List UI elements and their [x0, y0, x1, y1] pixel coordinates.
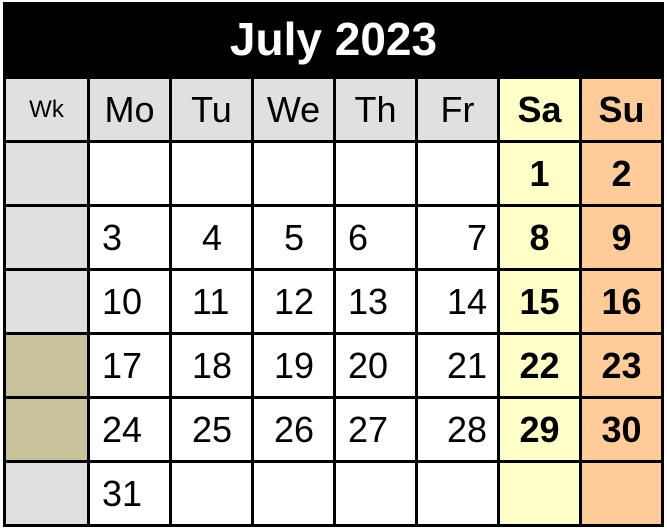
sunday-cell[interactable]: 23 [582, 335, 664, 399]
header-monday: Mo [90, 79, 172, 143]
day-cell[interactable]: 14 [418, 271, 500, 335]
day-cell[interactable] [90, 143, 172, 207]
day-cell[interactable] [254, 463, 336, 527]
day-cell[interactable]: 19 [254, 335, 336, 399]
day-cell[interactable]: 21 [418, 335, 500, 399]
saturday-cell[interactable]: 8 [500, 207, 582, 271]
week-number-cell [6, 271, 90, 335]
header-sunday: Su [582, 79, 664, 143]
sunday-cell[interactable]: 9 [582, 207, 664, 271]
sunday-cell[interactable]: 2 [582, 143, 664, 207]
day-cell[interactable] [254, 143, 336, 207]
day-cell[interactable]: 17 [90, 335, 172, 399]
day-cell[interactable]: 28 [418, 399, 500, 463]
day-cell[interactable]: 24 [90, 399, 172, 463]
saturday-cell[interactable]: 29 [500, 399, 582, 463]
header-week: Wk [6, 79, 90, 143]
day-cell[interactable]: 18 [172, 335, 254, 399]
day-cell[interactable]: 20 [336, 335, 418, 399]
sunday-cell[interactable]: 30 [582, 399, 664, 463]
week-number-cell [6, 463, 90, 527]
day-cell[interactable] [172, 143, 254, 207]
sunday-cell[interactable]: 16 [582, 271, 664, 335]
saturday-cell[interactable]: 22 [500, 335, 582, 399]
week-number-cell [6, 207, 90, 271]
day-cell[interactable]: 11 [172, 271, 254, 335]
day-cell[interactable]: 7 [418, 207, 500, 271]
day-cell[interactable]: 27 [336, 399, 418, 463]
day-cell[interactable] [336, 143, 418, 207]
day-cell[interactable]: 12 [254, 271, 336, 335]
sunday-cell[interactable] [582, 463, 664, 527]
saturday-cell[interactable]: 1 [500, 143, 582, 207]
calendar-grid: Wk Mo Tu We Th Fr Sa Su 1 2 3 4 5 6 7 8 … [3, 76, 664, 527]
day-cell[interactable]: 13 [336, 271, 418, 335]
day-cell[interactable] [418, 143, 500, 207]
header-saturday: Sa [500, 79, 582, 143]
day-cell[interactable]: 4 [172, 207, 254, 271]
day-cell[interactable] [418, 463, 500, 527]
header-thursday: Th [336, 79, 418, 143]
header-tuesday: Tu [172, 79, 254, 143]
week-number-cell [6, 399, 90, 463]
header-friday: Fr [418, 79, 500, 143]
day-cell[interactable] [336, 463, 418, 527]
week-number-cell [6, 335, 90, 399]
day-cell[interactable]: 3 [90, 207, 172, 271]
day-cell[interactable]: 26 [254, 399, 336, 463]
saturday-cell[interactable]: 15 [500, 271, 582, 335]
header-wednesday: We [254, 79, 336, 143]
day-cell[interactable]: 5 [254, 207, 336, 271]
day-cell[interactable]: 31 [90, 463, 172, 527]
day-cell[interactable]: 6 [336, 207, 418, 271]
calendar-title: July 2023 [3, 2, 664, 76]
saturday-cell[interactable] [500, 463, 582, 527]
day-cell[interactable]: 25 [172, 399, 254, 463]
day-cell[interactable] [172, 463, 254, 527]
week-number-cell [6, 143, 90, 207]
day-cell[interactable]: 10 [90, 271, 172, 335]
